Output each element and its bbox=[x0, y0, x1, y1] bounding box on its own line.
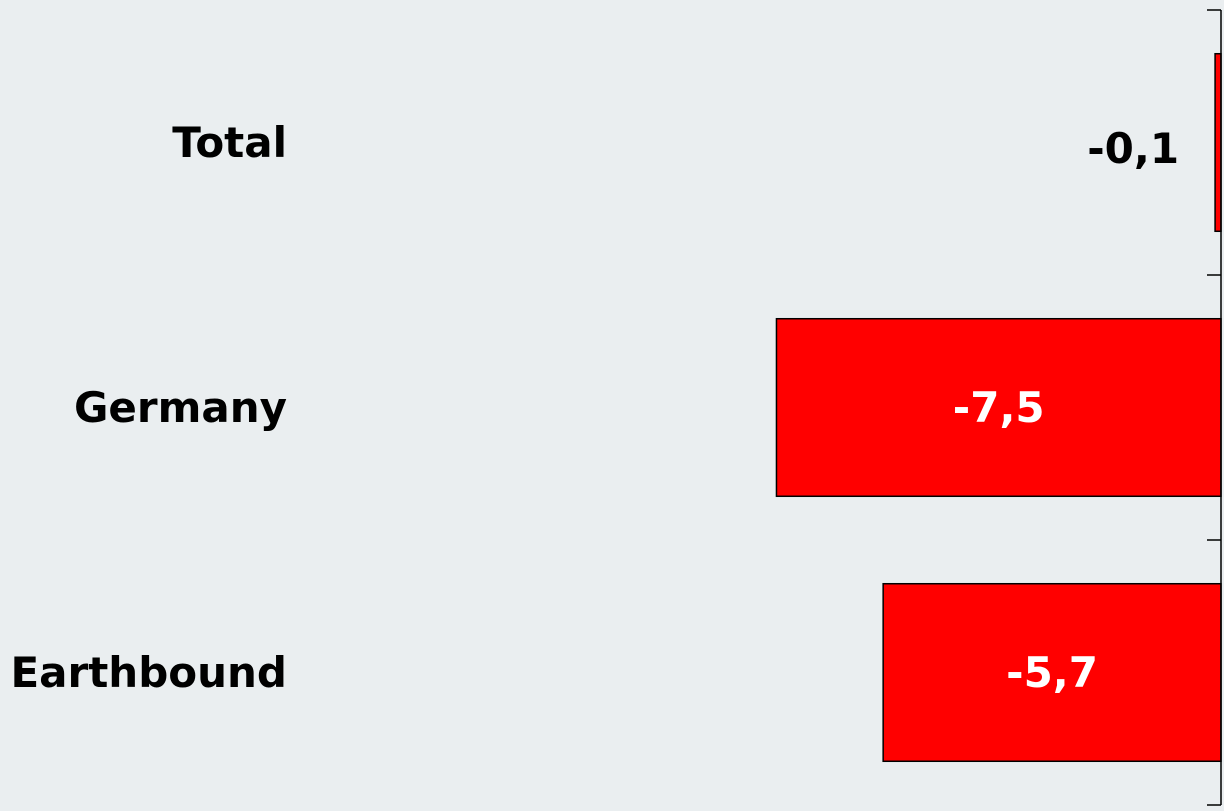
bar bbox=[882, 582, 1222, 763]
value-label: -0,1 bbox=[1087, 124, 1179, 173]
value-label: -5,7 bbox=[1006, 648, 1098, 697]
bar bbox=[1214, 52, 1222, 233]
category-label: Total bbox=[172, 118, 287, 167]
category-label: Germany bbox=[74, 383, 287, 432]
value-label: -7,5 bbox=[953, 383, 1045, 432]
bar bbox=[775, 317, 1222, 498]
category-label: Earthbound bbox=[10, 648, 287, 697]
